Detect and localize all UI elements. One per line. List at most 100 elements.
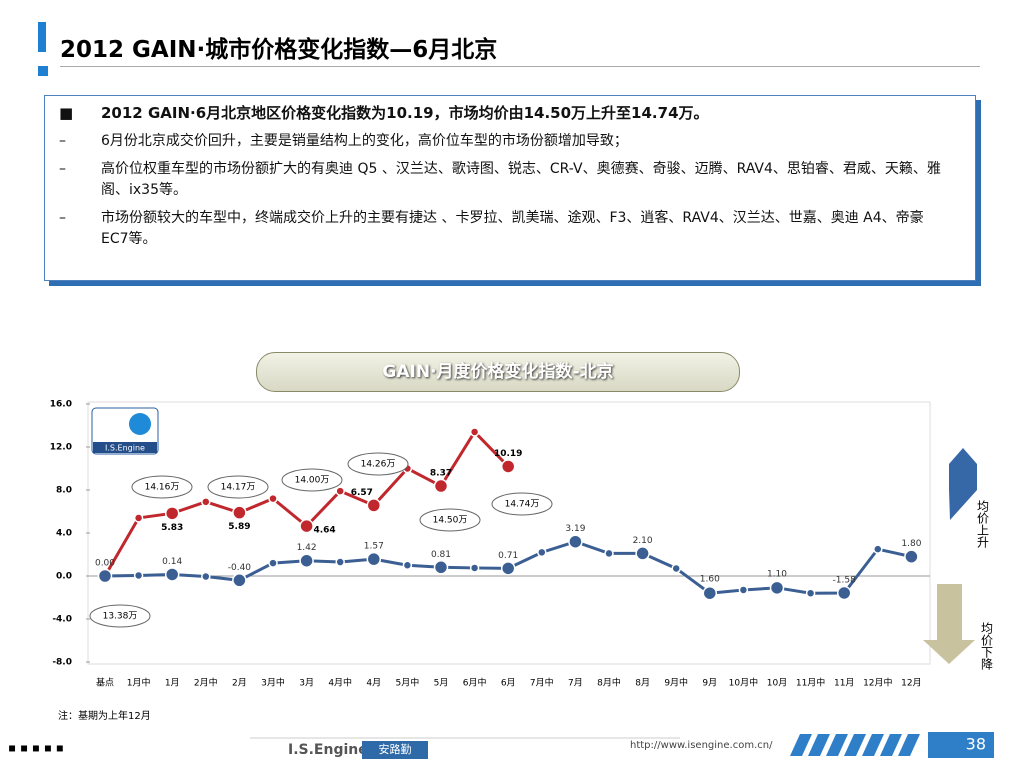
annotation: 13.38万 <box>103 612 138 622</box>
point <box>97 568 113 584</box>
point <box>133 513 144 523</box>
y-tick-label: 16.0 <box>50 400 72 410</box>
x-tick-label: 1月中 <box>127 677 151 689</box>
annotation-bubble <box>89 604 151 628</box>
point <box>635 546 650 561</box>
value-label: 3.19 <box>565 524 585 534</box>
value-label: 10.19 <box>494 449 522 459</box>
point <box>133 570 144 581</box>
x-tick-label: 6月中 <box>463 677 487 689</box>
plot-frame <box>87 401 931 665</box>
annotation: 14.00万 <box>295 476 330 486</box>
annotation-bubble <box>347 452 409 476</box>
y-tick-label: 4.0 <box>56 529 72 539</box>
point <box>469 427 480 437</box>
y-tick-label: -4.0 <box>52 615 72 625</box>
x-tick-label: 2月 <box>232 678 247 689</box>
accent-square <box>38 66 48 76</box>
footer-brand: I.S.Engine <box>288 742 368 758</box>
y-tick-label: -8.0 <box>52 658 72 668</box>
value-label: 4.64 <box>313 526 335 536</box>
page-box <box>928 732 994 758</box>
slide-title: 2012 GAIN·城市价格变化指数—6月北京 <box>60 37 498 63</box>
value-label: 2.10 <box>633 536 653 546</box>
value-label: 0.14 <box>162 557 182 567</box>
value-label: 0.81 <box>431 550 451 560</box>
value-label: 0.00 <box>95 559 115 569</box>
x-tick-label: 8月 <box>635 678 650 689</box>
y-tick-label: 0.0 <box>56 572 72 582</box>
point <box>433 560 449 575</box>
value-label: 1.60 <box>700 575 720 585</box>
annotation: 14.74万 <box>505 500 540 510</box>
x-tick-label: 3月 <box>299 678 314 689</box>
value-label: 6.57 <box>351 488 373 498</box>
point <box>702 585 718 601</box>
x-tick-label: 9月中 <box>664 677 688 689</box>
point <box>299 553 314 568</box>
point <box>299 518 314 534</box>
title-rule <box>60 66 980 67</box>
annotation: 14.26万 <box>361 460 396 470</box>
point <box>201 571 211 582</box>
point <box>769 580 785 596</box>
point <box>500 459 516 474</box>
point <box>232 505 247 520</box>
point <box>500 561 516 576</box>
down-arrow <box>923 584 975 664</box>
logo-text: I.S.Engine <box>105 444 145 453</box>
value-label: 5.83 <box>161 523 183 533</box>
value-label: -0.40 <box>228 563 252 573</box>
annotation-bubble <box>207 475 269 499</box>
annotation: 14.50万 <box>433 516 468 526</box>
point <box>604 548 614 559</box>
chart-title: GAIN·月度价格变化指数-北京 <box>256 352 740 392</box>
x-tick-label: 12月 <box>901 678 921 689</box>
y-tick-label: 12.0 <box>50 443 72 453</box>
point <box>366 551 382 567</box>
point <box>201 497 211 507</box>
point <box>873 544 883 554</box>
point <box>164 506 180 521</box>
summary-item: – 市场份额较大的车型中，终端成交价上升的主要有捷达 、卡罗拉、凯美瑞、途观、F3… <box>59 210 924 247</box>
point <box>469 563 480 573</box>
item-text: 市场份额较大的车型中，终端成交价上升的主要有捷达 、卡罗拉、凯美瑞、途观、F3、… <box>101 210 924 247</box>
annotation: 14.16万 <box>145 483 180 493</box>
logo-band <box>93 442 157 453</box>
x-tick-label: 9月 <box>702 678 717 689</box>
point <box>904 549 919 564</box>
footer-brand-box <box>362 741 428 759</box>
point <box>836 585 852 601</box>
x-tick-label: 12月中 <box>863 677 892 689</box>
x-tick-label: 10月中 <box>729 677 758 689</box>
x-tick-label: 4月中 <box>328 677 352 689</box>
point <box>335 486 345 496</box>
point <box>232 573 247 588</box>
point <box>402 560 413 570</box>
footer-stripes <box>790 734 920 756</box>
x-tick-label: 3月中 <box>261 677 285 689</box>
x-tick-label: 7月中 <box>530 677 554 689</box>
point <box>433 478 449 494</box>
point <box>268 493 278 504</box>
footer-url: http://www.isengine.com.cn/ <box>630 740 773 751</box>
item-text: 6月份北京成交价回升，主要是销量结构上的变化，高价位车型的市场份额增加导致； <box>101 133 628 149</box>
logo-icon <box>129 413 151 435</box>
x-tick-label: 6月 <box>501 678 516 689</box>
value-label: 1.10 <box>767 569 787 579</box>
point <box>671 563 681 574</box>
up-label: 均价上升 <box>976 500 990 548</box>
x-tick-label: 1月 <box>165 678 180 689</box>
point <box>568 534 583 549</box>
y-tick-label: 8.0 <box>56 486 72 496</box>
point <box>366 498 382 513</box>
page-number: 38 <box>966 735 986 754</box>
point <box>268 558 278 568</box>
summary-headline: ■ 2012 GAIN·6月北京地区价格变化指数为10.19，市场均价由14.50… <box>59 104 709 122</box>
point <box>537 547 547 558</box>
point <box>738 585 749 595</box>
footer-brand-cn: 安路勤 <box>379 742 412 756</box>
value-label: 5.89 <box>228 522 250 532</box>
